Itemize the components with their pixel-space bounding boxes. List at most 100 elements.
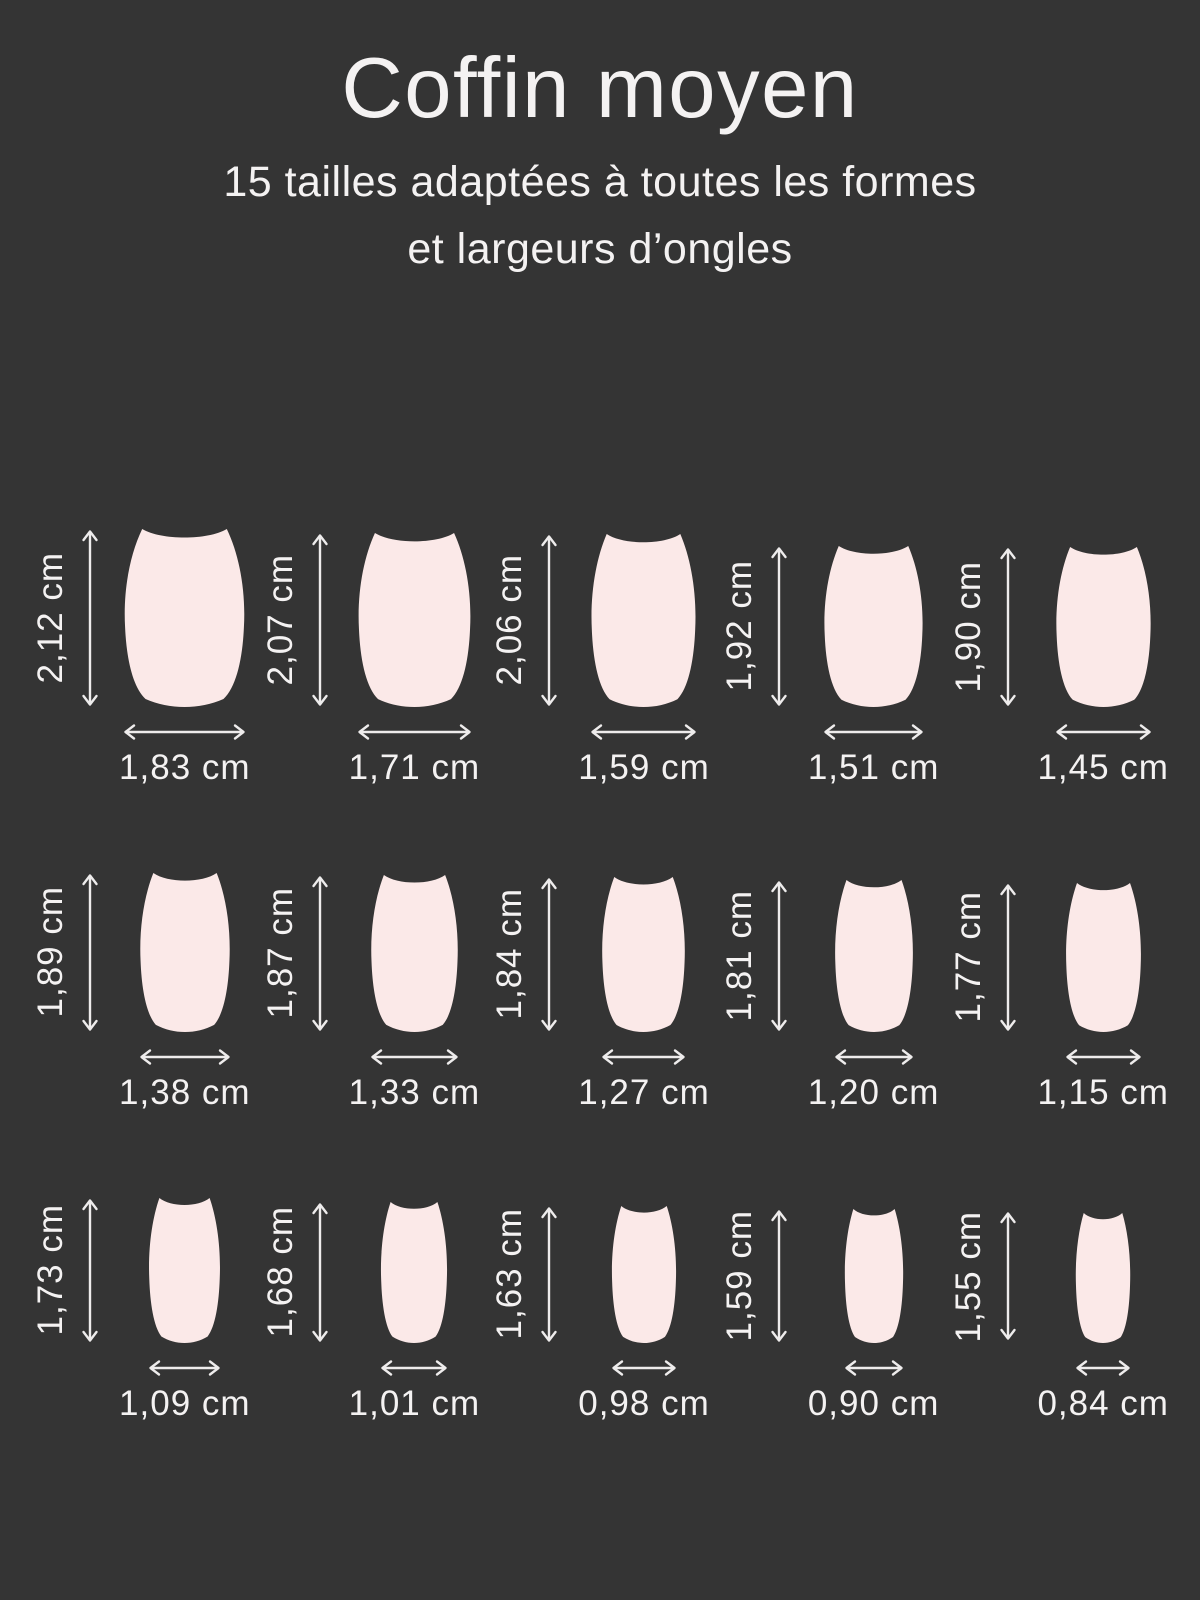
width-label: 1,71 cm (348, 747, 481, 787)
nail-shape-wrap (1065, 882, 1142, 1032)
nail-shape-wrap (380, 1201, 448, 1343)
width-label: 1,51 cm (807, 747, 940, 787)
sizes-grid: 2,12 cm 1,83 cm 2,07 cm 1,71 cm 2,06 cm 1,59 … (26, 528, 1174, 1424)
page-title: Coffin moyen (341, 41, 859, 136)
height-label-wrap: 2,06 cm (490, 534, 530, 707)
coffin-nail-shape (1056, 546, 1151, 707)
nail-shape-wrap (601, 876, 686, 1032)
height-label-wrap: 1,92 cm (720, 546, 760, 707)
coffin-nail-shape (834, 879, 913, 1032)
width-label: 1,27 cm (578, 1072, 710, 1112)
nail-shape-wrap (148, 1197, 221, 1343)
horizontal-dimension-arrow-wrap (380, 1358, 448, 1378)
height-label-wrap: 1,81 cm (720, 880, 760, 1032)
height-label: 1,81 cm (719, 889, 759, 1022)
width-label: 1,01 cm (348, 1383, 481, 1423)
nail-size-cell-r2c2: 1,87 cm 1,33 cm (260, 874, 481, 1113)
width-label: 0,98 cm (578, 1383, 710, 1423)
nail-shape-wrap (357, 532, 472, 707)
nail-shape-wrap (370, 874, 459, 1032)
nail-size-cell-r1c1: 2,12 cm 1,83 cm (31, 528, 251, 788)
horizontal-dimension-arrow-icon (381, 1359, 448, 1376)
horizontal-dimension-arrow-wrap (1055, 722, 1152, 742)
nail-size-cell-r2c4: 1,81 cm 1,20 cm (720, 879, 940, 1113)
height-label-wrap: 1,59 cm (720, 1209, 760, 1343)
height-label: 1,90 cm (949, 560, 989, 693)
height-label-wrap: 2,12 cm (31, 529, 71, 707)
height-label-wrap: 1,73 cm (31, 1198, 71, 1343)
vertical-dimension-arrow-icon (1000, 547, 1017, 706)
vertical-dimension-arrow-icon (1000, 1212, 1017, 1340)
horizontal-dimension-arrow-wrap (823, 722, 924, 742)
nail-shape-wrap (844, 1208, 904, 1343)
horizontal-dimension-arrow-wrap (834, 1047, 914, 1067)
horizontal-dimension-arrow-wrap (370, 1047, 459, 1067)
horizontal-dimension-arrow-icon (612, 1359, 676, 1376)
height-label: 1,87 cm (260, 887, 300, 1019)
horizontal-dimension-arrow-icon (844, 1359, 903, 1376)
horizontal-dimension-arrow-wrap (611, 1358, 677, 1378)
nail-shape-wrap (123, 528, 246, 707)
horizontal-dimension-arrow-wrap (1075, 1358, 1131, 1378)
nail-shape-wrap (834, 879, 914, 1032)
height-label: 1,77 cm (949, 891, 989, 1023)
horizontal-dimension-arrow-icon (1065, 1048, 1141, 1065)
nail-size-cell-r1c2: 2,07 cm 1,71 cm (261, 532, 481, 788)
horizontal-dimension-arrow-icon (371, 1048, 458, 1065)
horizontal-dimension-arrow-icon (602, 1048, 686, 1065)
vertical-dimension-arrow-icon (311, 533, 328, 706)
width-label: 1,15 cm (1037, 1072, 1169, 1112)
vertical-dimension-arrow-icon (771, 1209, 787, 1342)
width-label: 1,45 cm (1037, 747, 1169, 787)
height-label: 2,06 cm (490, 554, 530, 686)
height-label: 1,89 cm (31, 886, 71, 1018)
height-label: 2,07 cm (260, 553, 300, 686)
coffin-nail-shape (358, 532, 471, 707)
vertical-dimension-arrow-icon (82, 1198, 98, 1342)
nail-size-cell-r3c4: 1,59 cm 0,90 cm (720, 1208, 940, 1424)
page-subtitle: 15 tailles adaptées à toutes les formes … (0, 149, 1200, 282)
coffin-nail-shape (371, 874, 458, 1032)
nail-shape-wrap (611, 1205, 677, 1343)
height-label-wrap: 1,77 cm (949, 883, 989, 1032)
coffin-nail-shape (591, 533, 696, 707)
vertical-dimension-arrow-icon (82, 529, 98, 706)
nail-size-cell-r2c1: 1,89 cm 1,38 cm (31, 872, 251, 1113)
nail-size-cell-r3c2: 1,68 cm 1,01 cm (261, 1201, 481, 1424)
height-label: 1,68 cm (260, 1206, 300, 1338)
nail-size-cell-r3c1: 1,73 cm 1,09 cm (31, 1197, 251, 1424)
vertical-dimension-arrow-icon (771, 546, 787, 706)
nail-shape-wrap (1075, 1211, 1131, 1343)
vertical-dimension-arrow-icon (771, 880, 787, 1031)
horizontal-dimension-arrow-wrap (844, 1358, 904, 1378)
vertical-dimension-arrow-icon (1000, 883, 1017, 1031)
height-label-wrap: 1,90 cm (949, 547, 989, 707)
horizontal-dimension-arrow-wrap (123, 722, 246, 742)
nail-size-cell-r1c5: 1,90 cm 1,45 cm (949, 546, 1169, 788)
nail-size-cell-r3c3: 1,63 cm 0,98 cm (490, 1205, 710, 1424)
width-label: 0,90 cm (807, 1383, 940, 1423)
width-label: 1,59 cm (578, 747, 710, 787)
coffin-nail-shape (611, 1205, 677, 1343)
vertical-dimension-arrow-icon (541, 534, 557, 706)
horizontal-dimension-arrow-icon (149, 1359, 220, 1376)
nail-shape-wrap (590, 533, 697, 707)
coffin-nail-shape (844, 1208, 903, 1343)
coffin-nail-shape (1075, 1212, 1131, 1343)
coffin-nail-shape (125, 528, 245, 707)
nail-size-cell-r1c4: 1,92 cm 1,51 cm (720, 545, 940, 788)
coffin-nail-shape (824, 545, 923, 707)
width-label: 1,38 cm (119, 1072, 251, 1112)
vertical-dimension-arrow-icon (82, 873, 98, 1031)
height-label-wrap: 1,68 cm (261, 1202, 301, 1343)
horizontal-dimension-arrow-icon (591, 723, 697, 740)
height-label-wrap: 2,07 cm (261, 533, 301, 707)
subtitle-line-1: 15 tailles adaptées à toutes les formes (223, 158, 977, 207)
horizontal-dimension-arrow-wrap (601, 1047, 686, 1067)
height-label: 1,92 cm (719, 560, 759, 692)
height-label-wrap: 1,55 cm (949, 1211, 989, 1343)
horizontal-dimension-arrow-wrap (139, 1047, 231, 1067)
width-label: 1,83 cm (119, 747, 251, 787)
header: Coffin moyen 15 tailles adaptées à toute… (0, 0, 1200, 283)
nail-size-cell-r2c5: 1,77 cm 1,15 cm (949, 882, 1169, 1113)
